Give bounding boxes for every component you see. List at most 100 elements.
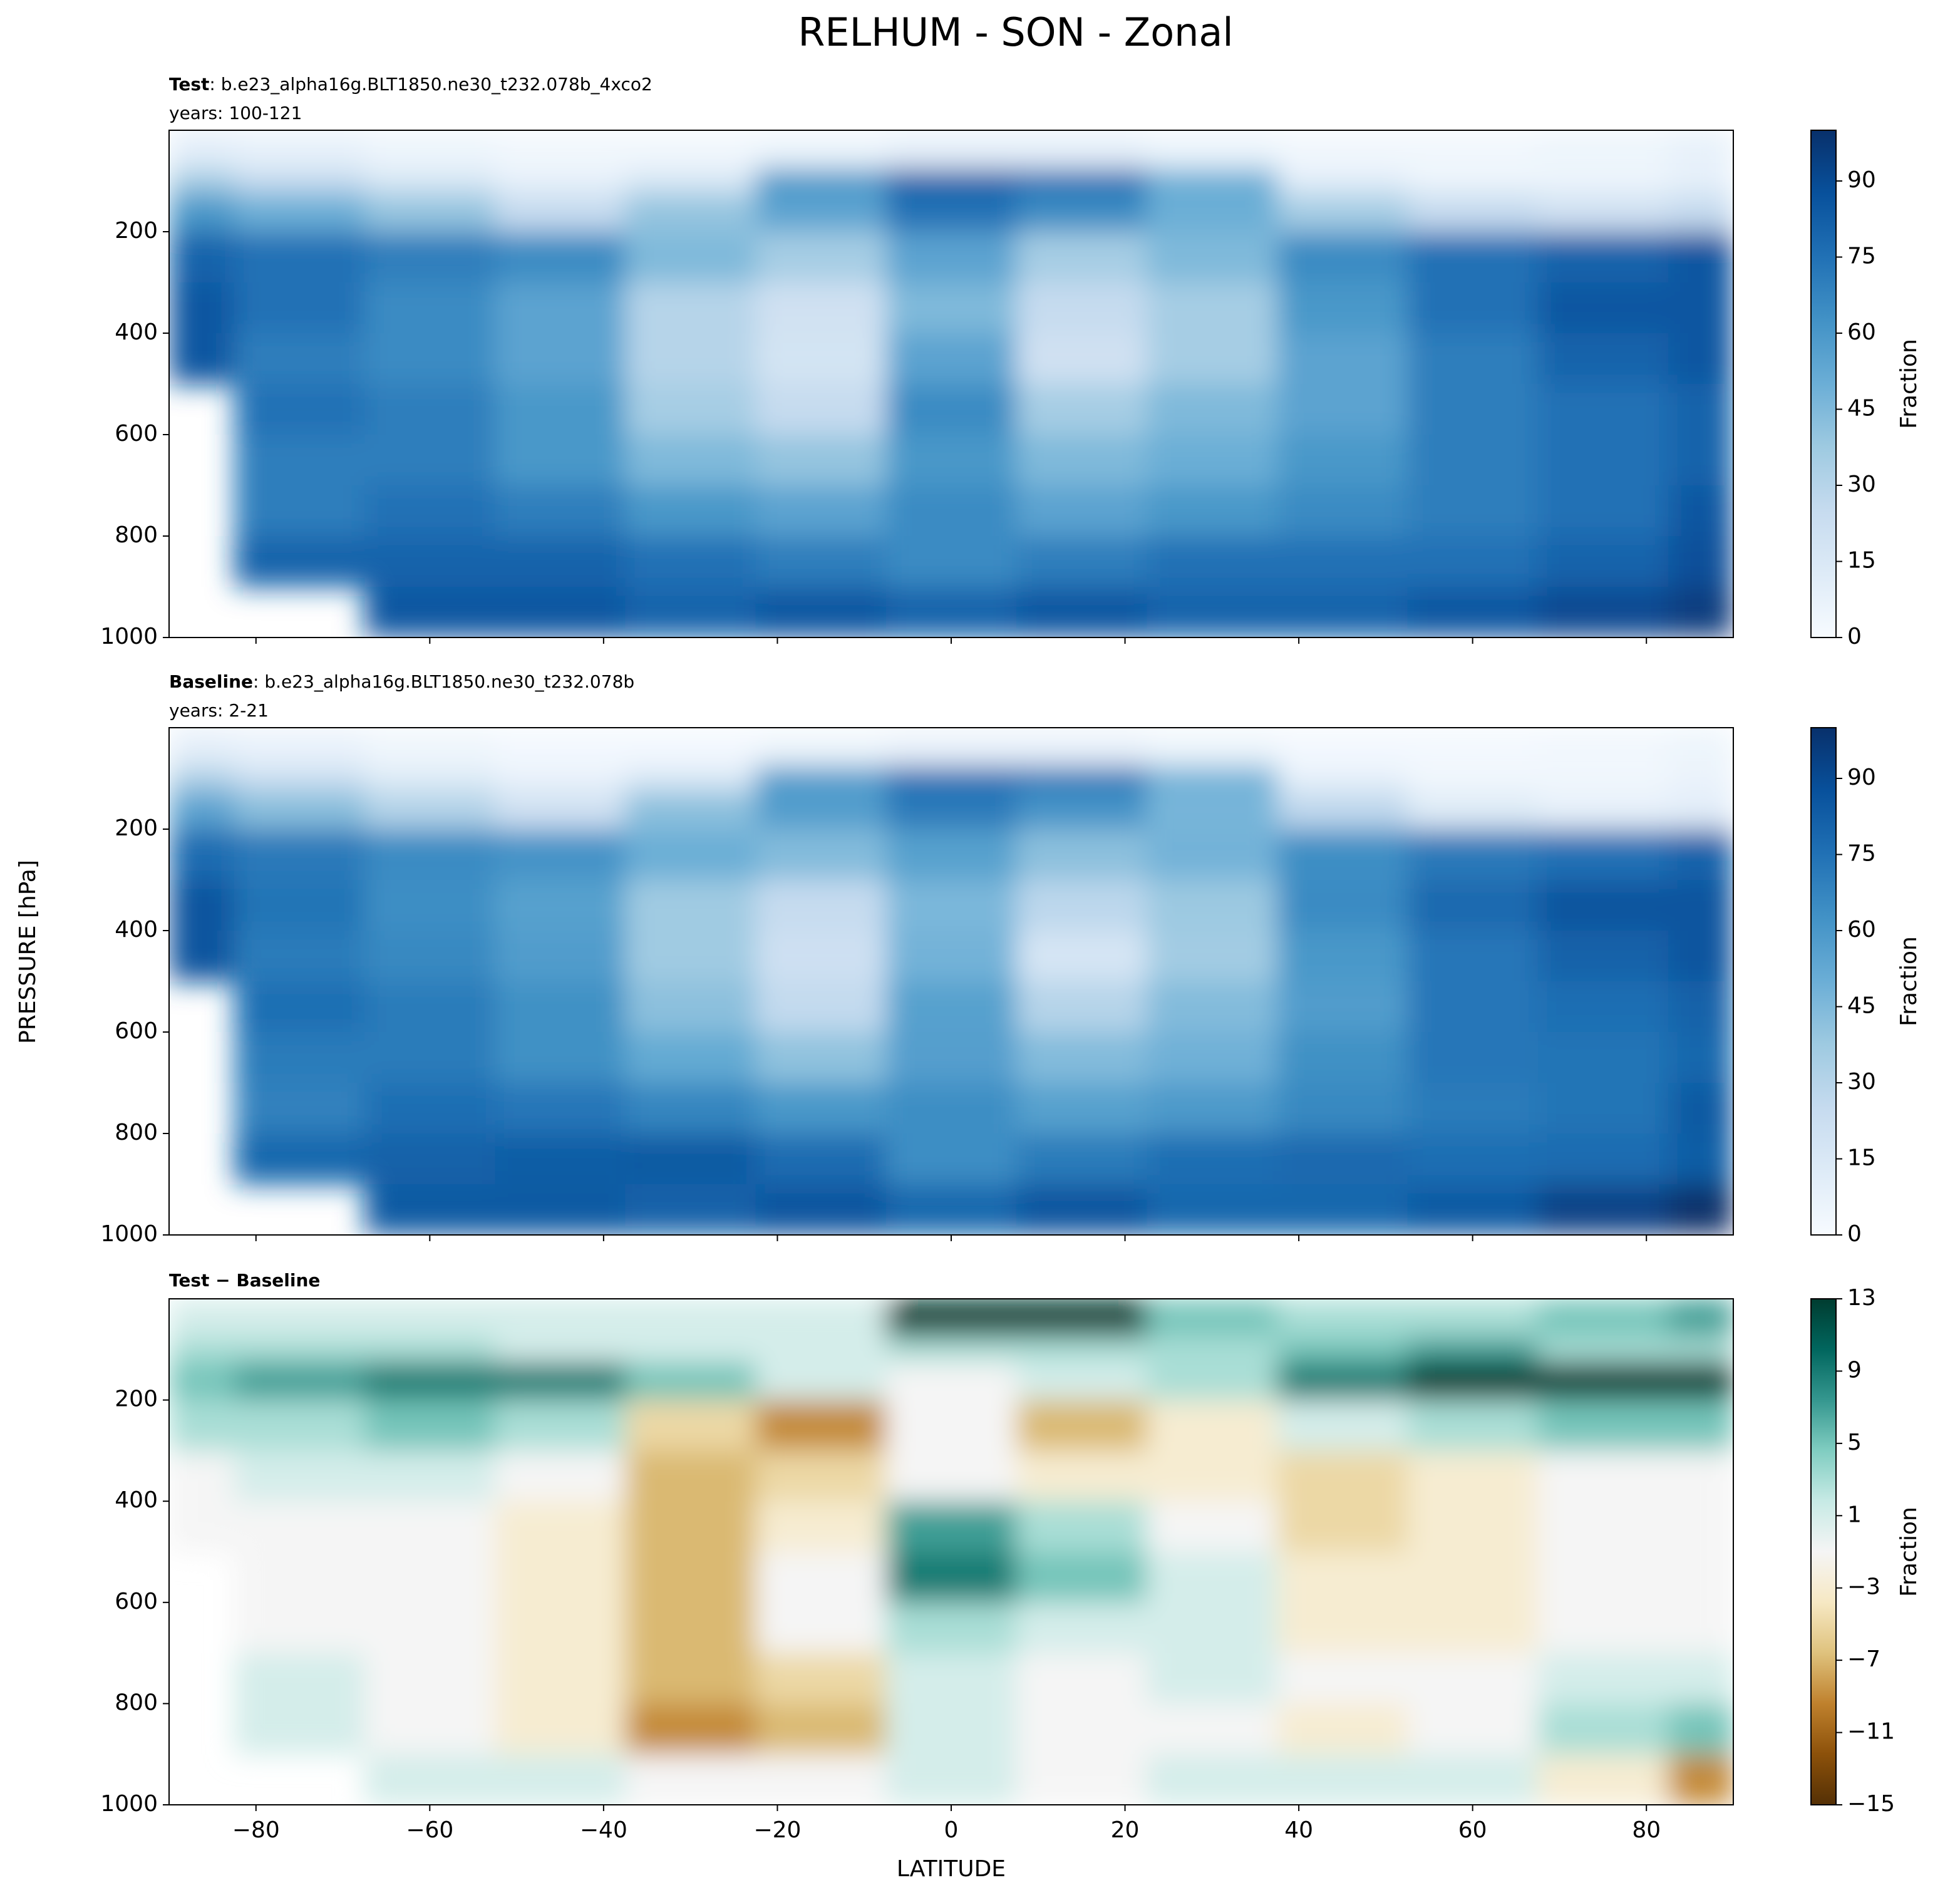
contour-cell xyxy=(1537,282,1669,334)
contour-cell xyxy=(1668,1362,1733,1401)
y-tick-label: 600 xyxy=(115,421,158,447)
contour-cell xyxy=(755,829,887,880)
contour-cell xyxy=(885,1754,1017,1805)
contour-cell xyxy=(1016,981,1147,1033)
contour-cell xyxy=(495,587,626,638)
contour-cell xyxy=(1147,728,1277,767)
contour-cell xyxy=(755,536,887,587)
contour-cell xyxy=(885,485,1017,537)
contour-cell xyxy=(234,282,365,334)
contour-cell xyxy=(1537,1703,1669,1755)
colorbar-tick-label: 75 xyxy=(1847,244,1876,269)
contour-cell xyxy=(169,1362,235,1401)
contour-cell xyxy=(625,1032,756,1083)
contour-cell xyxy=(364,931,495,982)
y-tick-label: 400 xyxy=(115,1487,158,1513)
contour-cell xyxy=(625,765,756,792)
contour-cell xyxy=(1407,880,1539,931)
contour-cell xyxy=(1016,880,1147,931)
y-axis-label: PRESSURE [hPa] xyxy=(15,860,41,1044)
contour-cell xyxy=(755,232,887,283)
y-tick-label: 800 xyxy=(115,522,158,548)
contour-cell xyxy=(1537,194,1669,232)
contour-cell xyxy=(1147,1184,1277,1235)
contour-cell xyxy=(169,931,235,982)
figure-title: RELHUM - SON - Zonal xyxy=(798,9,1233,55)
colorbar-tick-label: 90 xyxy=(1847,167,1876,193)
contour-cell xyxy=(1407,1400,1539,1451)
contour-cell xyxy=(755,1133,887,1185)
contour-cell xyxy=(1277,130,1408,169)
contour-cell xyxy=(234,1083,365,1134)
contour-cell xyxy=(1668,536,1733,587)
colorbar-tick-label: −15 xyxy=(1847,1791,1895,1817)
contour-cell xyxy=(234,1552,365,1603)
contour-cell xyxy=(1668,384,1733,435)
contour-cell xyxy=(1407,981,1539,1033)
panel-title-bold: Test xyxy=(169,74,209,95)
contour-cell xyxy=(1407,282,1539,334)
contour-cell xyxy=(1668,1133,1733,1185)
contour-cell xyxy=(495,485,626,537)
contour-cell xyxy=(885,1362,1017,1401)
contour-cell xyxy=(169,232,235,283)
contour-cell xyxy=(1537,1299,1669,1338)
contour-cell xyxy=(495,536,626,587)
contour-cell xyxy=(1407,791,1539,830)
colorbar-tick-label: 13 xyxy=(1847,1285,1876,1311)
contour-cell xyxy=(1277,829,1408,880)
contour-cell xyxy=(1277,1184,1408,1235)
contour-cell xyxy=(364,194,495,232)
x-tick-label: 40 xyxy=(1284,1817,1313,1843)
contour-cell xyxy=(1016,485,1147,537)
contour-cell xyxy=(885,1083,1017,1134)
contour-cell xyxy=(234,435,365,486)
contour-cell xyxy=(234,1133,365,1185)
contour-cell xyxy=(1537,1184,1669,1235)
contour-cell xyxy=(1668,232,1733,283)
contour-cell xyxy=(364,1336,495,1363)
contour-cell xyxy=(1277,1653,1408,1704)
contour-cell xyxy=(625,435,756,486)
contour-cell xyxy=(1016,1032,1147,1083)
contour-cell xyxy=(234,880,365,931)
contour-cell xyxy=(495,981,626,1033)
contour-cell xyxy=(1016,1362,1147,1401)
contour-cell xyxy=(495,880,626,931)
contour-cell xyxy=(755,1083,887,1134)
contour-cell xyxy=(495,829,626,880)
contour-cell xyxy=(625,1450,756,1502)
contour-cell xyxy=(495,728,626,767)
contour-cell xyxy=(885,168,1017,194)
x-axis-label: LATITUDE xyxy=(897,1856,1006,1882)
contour-cell xyxy=(1668,435,1733,486)
contour-cell xyxy=(1277,1336,1408,1363)
contour-cell xyxy=(755,791,887,830)
contour-cell xyxy=(495,1032,626,1083)
colorbar-tick-label: 60 xyxy=(1847,319,1876,345)
contour-cell xyxy=(169,194,235,232)
contour-cell xyxy=(1668,1703,1733,1755)
contour-cell xyxy=(1668,765,1733,792)
contour-cell xyxy=(885,130,1017,169)
contour-field xyxy=(169,1299,1733,1805)
contour-cell xyxy=(1668,728,1733,767)
colorbar-tick-label: 9 xyxy=(1847,1357,1862,1383)
contour-cell xyxy=(1537,333,1669,385)
contour-cell xyxy=(495,1400,626,1451)
contour-cell xyxy=(1147,485,1277,537)
colorbar-tick-label: −3 xyxy=(1847,1574,1880,1600)
colorbar-tick-label: 0 xyxy=(1847,624,1862,649)
contour-cell xyxy=(1277,384,1408,435)
panel-title: Test: b.e23_alpha16g.BLT1850.ne30_t232.0… xyxy=(169,74,652,95)
contour-cell xyxy=(1016,1083,1147,1134)
contour-cell xyxy=(495,1083,626,1134)
contour-cell xyxy=(1407,1184,1539,1235)
contour-cell xyxy=(755,384,887,435)
panel-title-bold: Baseline xyxy=(169,671,253,692)
contour-cell xyxy=(495,194,626,232)
contour-cell xyxy=(169,1336,235,1363)
contour-cell xyxy=(1537,1032,1669,1083)
contour-cell xyxy=(234,130,365,169)
contour-cell xyxy=(495,333,626,385)
